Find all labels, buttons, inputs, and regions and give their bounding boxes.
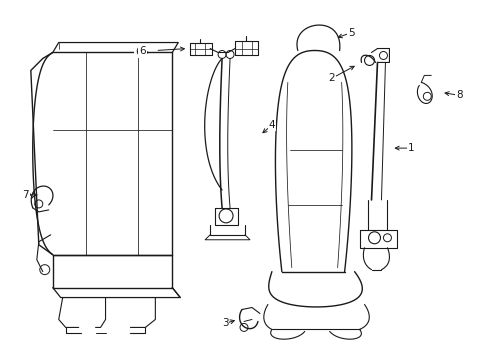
Text: 4: 4	[268, 120, 275, 130]
Text: 1: 1	[407, 143, 414, 153]
Text: 8: 8	[455, 90, 462, 100]
Text: 3: 3	[222, 319, 228, 328]
Text: 2: 2	[327, 73, 334, 84]
Text: 6: 6	[135, 48, 142, 58]
Text: 6: 6	[139, 45, 145, 55]
Text: 5: 5	[347, 28, 354, 37]
Text: 7: 7	[22, 190, 29, 200]
